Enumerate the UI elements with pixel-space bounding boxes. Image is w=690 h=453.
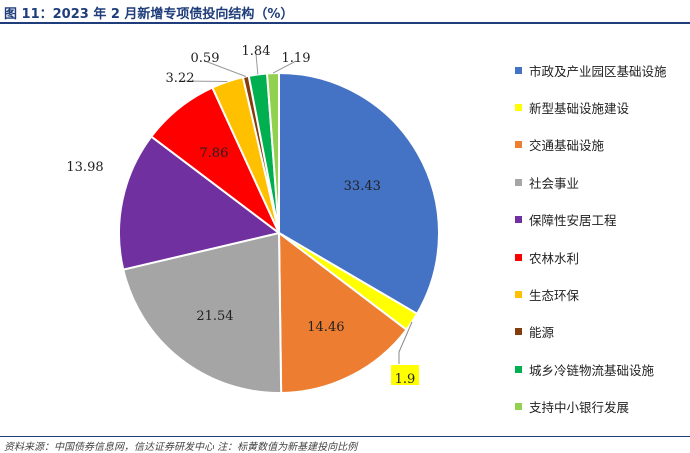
legend-swatch — [515, 66, 522, 74]
legend-label: 保障性安居工程 — [529, 213, 617, 229]
legend-item-6: 农林水利 — [515, 245, 667, 269]
legend-label: 社会事业 — [529, 175, 580, 191]
slice-9-leader — [255, 53, 259, 75]
slice-10 — [265, 71, 280, 234]
slice-1 — [278, 71, 440, 316]
legend-item-2: 新型基础设施建设 — [515, 95, 667, 119]
legend-item-4: 社会事业 — [515, 170, 667, 194]
legend-swatch — [515, 178, 522, 186]
slice-10-leader — [272, 60, 297, 74]
legend-item-8: 能源 — [515, 320, 667, 344]
source-note: 资料来源：中国债券信息网，信达证券研发中心 注：标黄数值为新基建投向比例 — [4, 442, 358, 453]
pie-slices — [118, 71, 440, 394]
title-rule — [0, 22, 690, 24]
legend-label: 交通基础设施 — [529, 138, 605, 154]
legend-swatch — [515, 141, 522, 149]
legend-item-9: 城乡冷链物流基础设施 — [515, 357, 667, 381]
chart-legend: 市政及产业园区基础设施 新型基础设施建设 交通基础设施 社会事业保障性安居工程 农林水利… — [515, 58, 667, 432]
slice-8-leader — [204, 60, 246, 77]
data-labels: 33.43 1.9 14.46 21.54 13.98 7.86 3.22 0.59 1.84 1… — [66, 44, 419, 387]
legend-label: 支持中小银行发展 — [529, 400, 630, 416]
legend-item-10: 支持中小银行发展 — [515, 395, 667, 419]
slice-1-value-label: 33.43 — [344, 179, 381, 194]
slice-10-value-label: 1.19 — [282, 51, 311, 66]
slice-9-value-label: 1.84 — [242, 44, 271, 59]
legend-label: 市政及产业园区基础设施 — [529, 63, 667, 79]
legend-swatch — [515, 328, 522, 336]
legend-swatch — [515, 104, 522, 112]
legend-label: 新型基础设施建设 — [529, 101, 630, 117]
legend-label: 农林水利 — [529, 250, 580, 266]
slice-2-leader — [398, 321, 413, 364]
slice-5-value-label: 13.98 — [66, 160, 103, 175]
slice-3-value-label: 14.46 — [307, 320, 344, 335]
leader-lines — [179, 53, 413, 364]
legend-item-5: 保障性安居工程 — [515, 208, 667, 232]
slice-2-value-label: 1.9 — [395, 372, 416, 387]
legend-item-7: 生态环保 — [515, 282, 667, 306]
legend-swatch — [515, 216, 522, 224]
legend-item-3: 交通基础设施 — [515, 133, 667, 157]
slice-4-value-label: 21.54 — [196, 309, 233, 324]
legend-swatch — [515, 290, 522, 298]
slice-2-label-box — [391, 365, 419, 385]
slice-7-value-label: 3.22 — [166, 71, 195, 86]
chart-title: 图 11：2023 年 2 月新增专项债投向结构（%） — [4, 7, 294, 22]
legend-swatch — [515, 403, 522, 411]
legend-swatch — [515, 253, 522, 261]
legend-item-1: 市政及产业园区基础设施 — [515, 58, 667, 82]
legend-swatch — [515, 365, 522, 373]
legend-label: 能源 — [529, 325, 555, 341]
slice-4 — [122, 231, 283, 394]
source-rule — [0, 436, 690, 437]
slice-5 — [118, 135, 282, 271]
slice-3 — [277, 230, 408, 394]
legend-label: 生态环保 — [529, 287, 580, 303]
slice-6-value-label: 7.86 — [199, 146, 228, 161]
slice-8-value-label: 0.59 — [191, 51, 220, 66]
slice-7-leader — [179, 80, 228, 83]
legend-label: 城乡冷链物流基础设施 — [529, 362, 655, 378]
